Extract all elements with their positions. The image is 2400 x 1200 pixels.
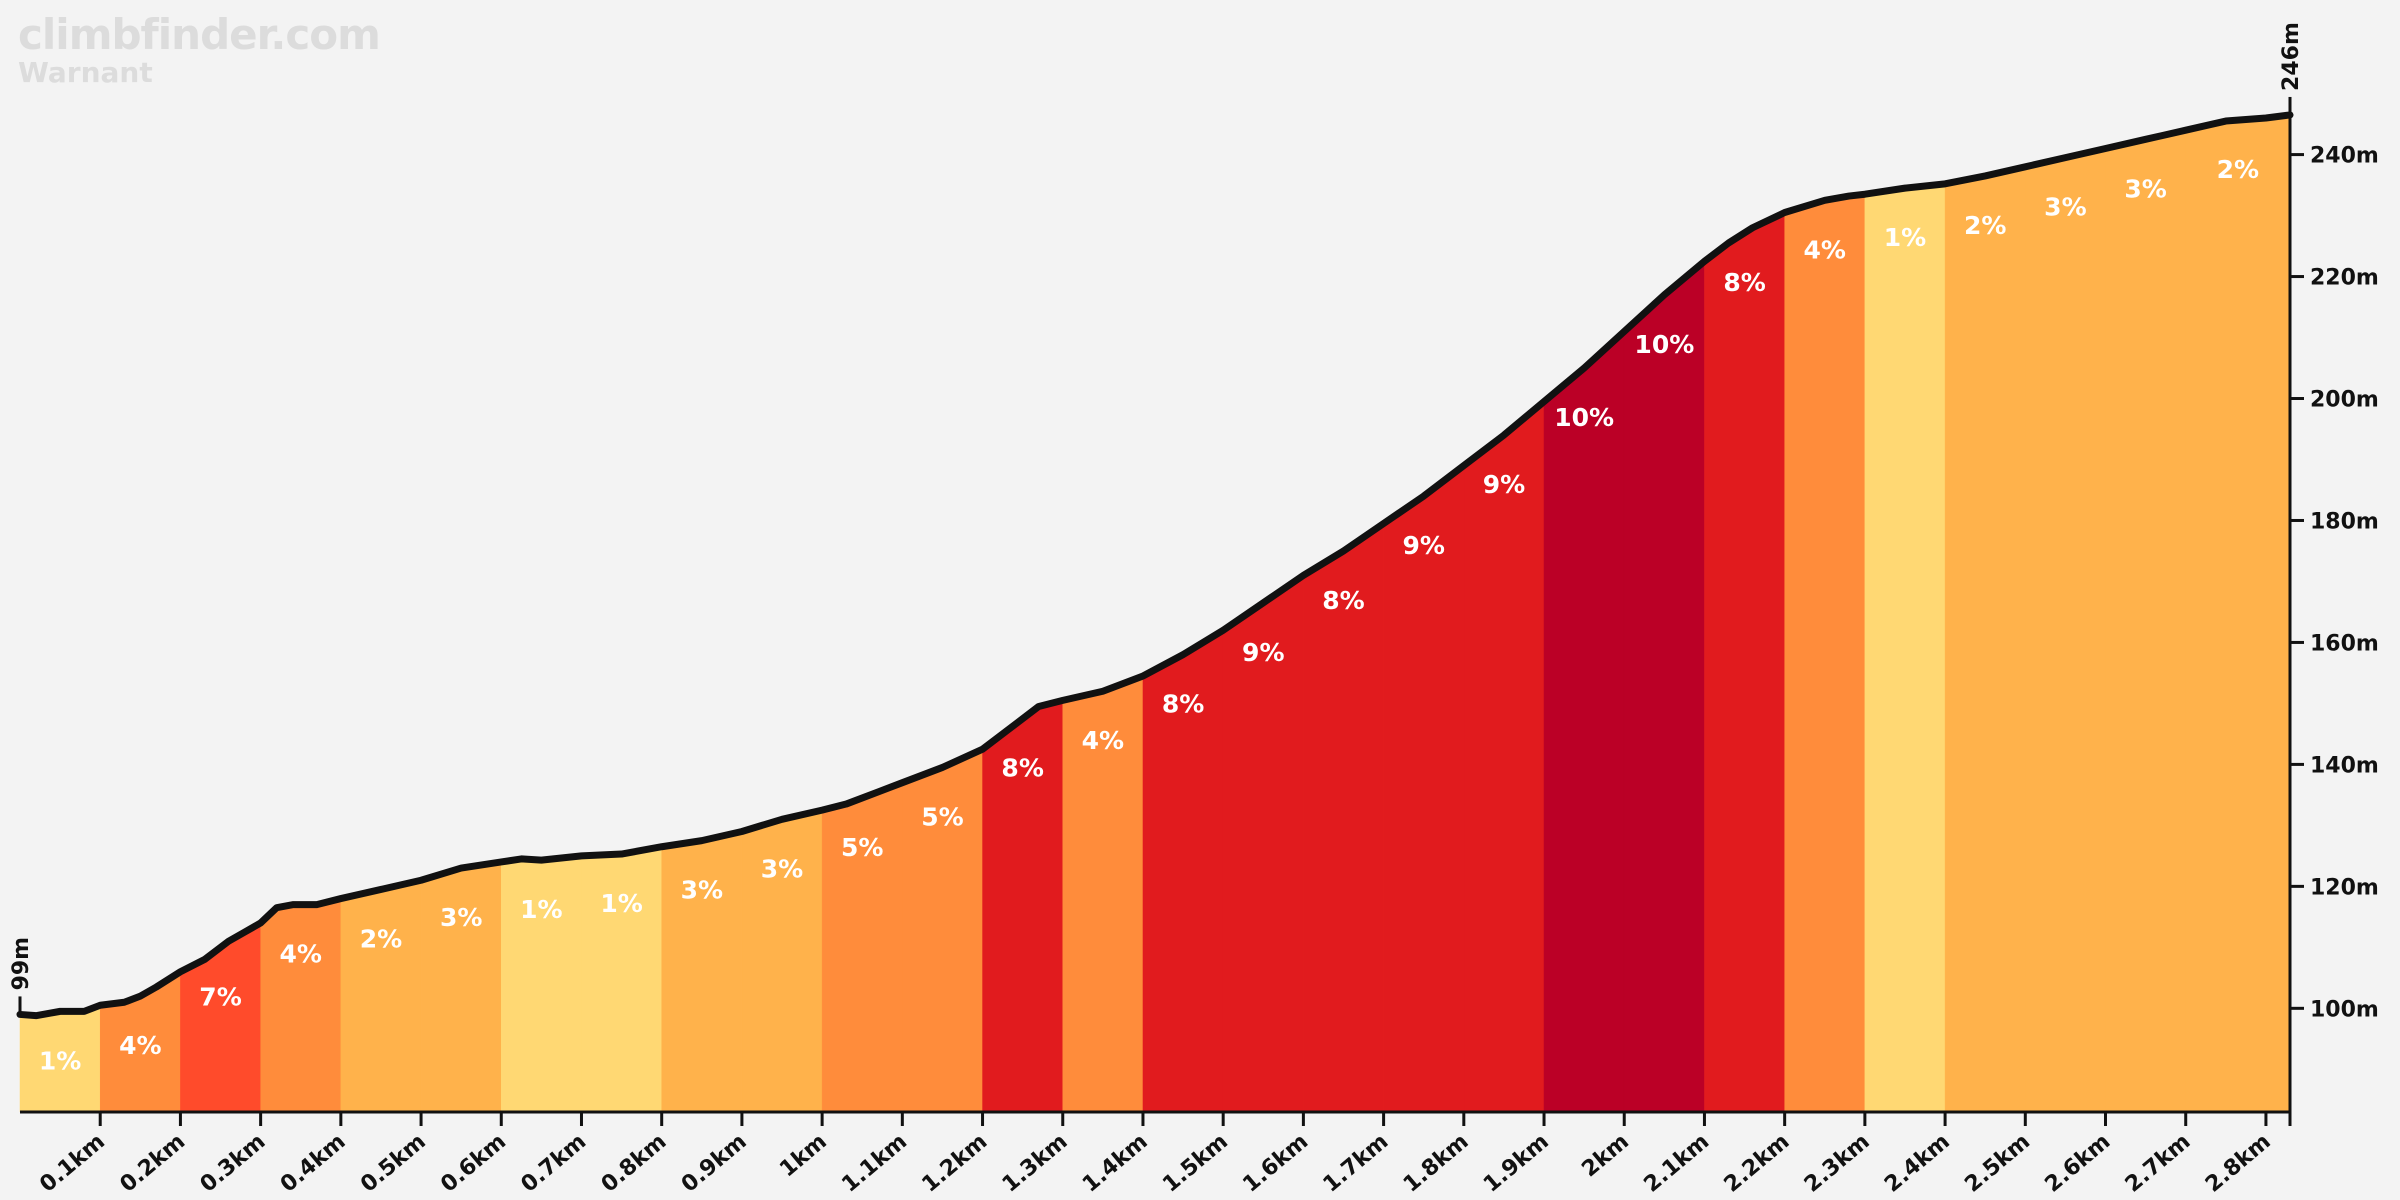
gradient-label: 10%	[1634, 330, 1694, 359]
gradient-segment	[1543, 330, 1625, 1113]
gradient-segment	[1864, 183, 1946, 1113]
x-tick-label: 2.3km	[1800, 1129, 1875, 1197]
x-axis: 0.1km 0.2km 0.3km 0.4km 0.5km 0.6km 0.7km 0.8km…	[20, 1110, 2292, 1198]
gradient-segment	[1704, 212, 1785, 1113]
y-tick-label: 140m	[2310, 753, 2379, 778]
x-tick-label: 0.5km	[356, 1129, 431, 1197]
gradient-segment	[661, 831, 743, 1113]
x-tick-label: 0.8km	[597, 1129, 672, 1197]
gradient-label: 7%	[199, 982, 241, 1011]
x-tick-label: 1.4km	[1078, 1129, 1153, 1197]
x-tick-label: 0.1km	[35, 1129, 110, 1197]
gradient-segment	[420, 861, 502, 1113]
gradient-label: 9%	[1483, 470, 1525, 499]
gradient-label: 1%	[520, 895, 562, 924]
profile-line-group	[16, 111, 2294, 1020]
gradient-segment	[1784, 193, 1866, 1113]
x-tick-label: 2.4km	[1880, 1129, 1955, 1197]
x-tick-label: 2.2km	[1720, 1129, 1795, 1197]
end-elevation-label: 246m	[2279, 22, 2304, 91]
gradient-labels: 1% 4% 7% 4% 2% 3% 1% 1% 3% 3% 5% 5% 8% 4% 8% 9% 8% 9% 9% 10…	[39, 155, 2259, 1075]
gradient-segment	[2185, 114, 2291, 1113]
gradient-label: 1%	[600, 889, 642, 918]
gradient-segment	[1623, 260, 1705, 1113]
x-tick-label: 0.7km	[517, 1129, 592, 1197]
x-tick-label: 2.5km	[1960, 1129, 2035, 1197]
x-tick-label: 1.7km	[1319, 1129, 1394, 1197]
gradient-label: 2%	[360, 924, 402, 953]
x-tick-label: 1.2km	[918, 1129, 993, 1197]
x-tick-label: 0.6km	[436, 1129, 511, 1197]
start-elevation-label: 99m	[9, 937, 34, 991]
gradient-label: 5%	[921, 802, 963, 831]
x-tick-label: 2.7km	[2121, 1129, 2196, 1197]
gradient-label: 9%	[1242, 638, 1284, 667]
x-tick-label: 2.8km	[2201, 1129, 2276, 1197]
x-tick-label: 0.3km	[196, 1129, 271, 1197]
gradient-label: 3%	[2124, 174, 2166, 203]
gradient-segment	[340, 879, 422, 1113]
gradient-segment	[260, 898, 342, 1113]
gradient-segment	[581, 846, 662, 1113]
gradient-label: 1%	[39, 1046, 81, 1075]
gradient-segments	[19, 114, 2291, 1113]
x-tick-label: 1.9km	[1479, 1129, 1554, 1197]
gradient-label: 3%	[761, 854, 803, 883]
y-tick-label: 220m	[2310, 266, 2379, 291]
y-tick-label: 240m	[2310, 144, 2379, 169]
x-tick-label: 0.2km	[115, 1129, 190, 1197]
gradient-label: 4%	[119, 1031, 161, 1060]
brand-watermark: climbfinder.com Warnant	[18, 10, 381, 90]
gradient-label: 3%	[440, 903, 482, 932]
x-tick-label: 2.1km	[1640, 1129, 1715, 1197]
site-name: climbfinder.com	[18, 10, 381, 59]
x-tick-label: 0.9km	[677, 1129, 752, 1197]
climb-name: Warnant	[18, 56, 153, 89]
elevation-markers: 99m 246m	[9, 22, 2304, 1015]
x-tick-label: 0.4km	[276, 1129, 351, 1197]
gradient-segment	[2105, 129, 2186, 1113]
gradient-segment	[2025, 148, 2106, 1113]
y-tick-label: 100m	[2310, 997, 2379, 1022]
gradient-label: 10%	[1554, 403, 1614, 432]
gradient-label: 8%	[1001, 754, 1043, 783]
gradient-label: 5%	[841, 833, 883, 862]
gradient-label: 2%	[2217, 155, 2259, 184]
gradient-label: 8%	[1162, 690, 1204, 719]
gradient-label: 8%	[1322, 586, 1364, 615]
gradient-label: 4%	[1082, 726, 1124, 755]
gradient-segment	[1383, 465, 1465, 1113]
profile-line	[16, 111, 2294, 1020]
x-tick-label: 1km	[775, 1129, 832, 1182]
x-tick-label: 1.1km	[837, 1129, 912, 1197]
gradient-segment	[1463, 401, 1545, 1113]
y-tick-label: 180m	[2310, 509, 2379, 534]
gradient-label: 4%	[1804, 235, 1846, 264]
x-tick-label: 2km	[1577, 1129, 1634, 1182]
x-tick-label: 1.3km	[998, 1129, 1073, 1197]
gradient-label: 3%	[681, 876, 723, 905]
x-tick-label: 1.5km	[1158, 1129, 1233, 1197]
x-tick-label: 1.8km	[1399, 1129, 1474, 1197]
gradient-label: 3%	[2044, 193, 2086, 222]
y-tick-label: 120m	[2310, 875, 2379, 900]
x-tick-label: 1.6km	[1238, 1129, 1313, 1197]
gradient-label: 1%	[1884, 223, 1926, 252]
y-axis: 100m 120m 140m 160m 180m 200m 220m 240m	[2288, 108, 2379, 1112]
y-tick-label: 160m	[2310, 631, 2379, 656]
gradient-label: 4%	[280, 940, 322, 969]
gradient-label: 2%	[1964, 211, 2006, 240]
gradient-segment	[1944, 166, 2026, 1113]
x-tick-label: 2.6km	[2041, 1129, 2116, 1197]
gradient-label: 8%	[1723, 268, 1765, 297]
gradient-label: 9%	[1402, 531, 1444, 560]
y-tick-label: 200m	[2310, 388, 2379, 413]
